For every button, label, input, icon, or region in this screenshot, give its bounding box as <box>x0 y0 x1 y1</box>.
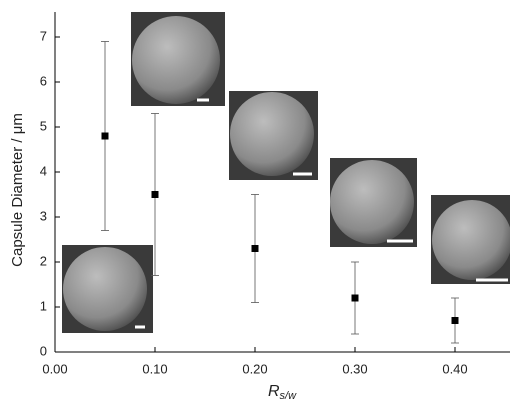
x-tick-label: 0.30 <box>342 361 367 376</box>
sem-image <box>229 91 318 180</box>
y-tick-label: 3 <box>40 208 47 223</box>
sem-image <box>330 158 417 247</box>
y-tick-label: 2 <box>40 253 47 268</box>
x-tick-label: 0.10 <box>142 361 167 376</box>
x-tick-label: 0.00 <box>42 361 67 376</box>
point <box>451 317 459 324</box>
y-tick-label: 4 <box>40 163 47 178</box>
point <box>351 294 359 302</box>
x-axis-label-sub: s/w <box>280 390 298 402</box>
y-axis-label: Capsule Diameter / μm <box>9 113 26 267</box>
sem-image <box>62 245 153 333</box>
x-tick-label: 0.40 <box>442 361 467 376</box>
sem-image <box>131 12 225 106</box>
x-tick-label: 0.20 <box>242 361 267 376</box>
y-tick-label: 5 <box>40 118 47 133</box>
point <box>251 245 259 252</box>
y-tick-label: 7 <box>40 28 47 43</box>
sem-image <box>431 195 510 284</box>
point <box>101 132 109 140</box>
y-tick-label: 6 <box>40 73 47 88</box>
x-axis-label-main: R <box>268 383 280 400</box>
y-tick-label: 0 <box>40 343 47 358</box>
x-axis-label: Rs/w <box>268 383 297 402</box>
point <box>151 191 159 198</box>
y-tick-label: 1 <box>40 298 47 313</box>
sem-insets <box>62 12 510 333</box>
